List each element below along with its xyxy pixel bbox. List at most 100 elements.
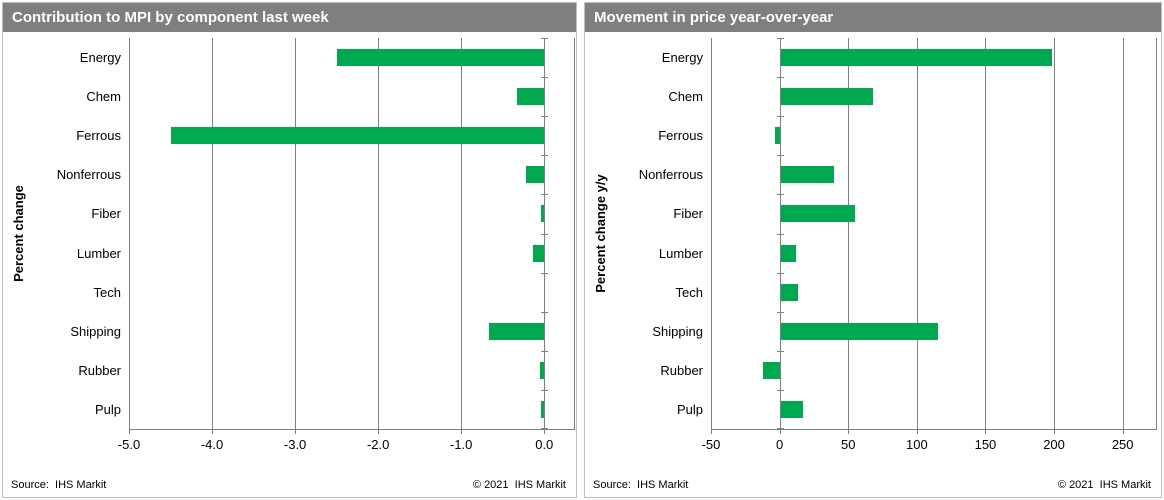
gridline: [378, 38, 379, 429]
x-tick-label: 250: [1111, 437, 1134, 452]
y-axis-title-wrap: Percent change y/y: [587, 38, 613, 429]
copyright-note: © 2021 IHS Markit: [472, 479, 566, 491]
gridline: [985, 38, 986, 429]
x-axis-line: [129, 429, 575, 430]
x-axis-tick: [917, 429, 918, 434]
chart-title-bar: Movement in price year-over-year: [585, 3, 1161, 32]
gridline: [212, 38, 213, 429]
gridline: [544, 38, 545, 429]
category-axis-tick: [541, 155, 548, 156]
x-axis-line: [711, 429, 1157, 430]
category-axis-tick: [777, 77, 784, 78]
category-axis-tick: [777, 116, 784, 117]
x-tick-label: -1.0: [450, 437, 473, 452]
bar-fiber: [540, 205, 545, 222]
chart-panel-price-movement: Movement in price year-over-year Percent…: [584, 2, 1162, 498]
bar-rubber: [763, 362, 780, 379]
x-tick-label: -3.0: [283, 437, 307, 452]
category-axis-tick: [541, 428, 548, 429]
bar-lumber: [532, 245, 545, 262]
bar-tech: [780, 284, 799, 301]
bar-chem: [516, 88, 545, 105]
category-axis-tick: [541, 38, 548, 39]
x-axis-tick: [780, 429, 781, 434]
category-axis-tick: [777, 312, 784, 313]
gridline: [1123, 38, 1124, 429]
copyright-note: © 2021 IHS Markit: [1057, 479, 1151, 491]
category-axis-tick: [777, 38, 784, 39]
source-note: Source: IHS Markit: [11, 479, 107, 491]
plot-right-border: [1156, 38, 1157, 429]
category-axis-tick: [777, 155, 784, 156]
gridline: [295, 38, 296, 429]
bar-fiber: [780, 205, 855, 222]
bar-shipping: [780, 323, 939, 340]
gridline: [711, 38, 712, 429]
bar-lumber: [780, 245, 796, 262]
category-axis-tick: [777, 351, 784, 352]
x-tick-label: -50: [701, 437, 721, 452]
x-tick-label: -4.0: [200, 437, 224, 452]
category-axis-tick: [777, 194, 784, 195]
category-axis-tick: [777, 428, 784, 429]
x-axis-tick: [711, 429, 712, 434]
category-axis-tick: [777, 273, 784, 274]
category-axis-tick: [777, 390, 784, 391]
x-tick-label: 0: [775, 437, 784, 452]
category-axis-tick: [541, 273, 548, 274]
gridline: [1054, 38, 1055, 429]
bar-energy: [336, 49, 545, 66]
category-axis-tick: [541, 234, 548, 235]
x-tick-label: -2.0: [366, 437, 390, 452]
x-axis-tick: [129, 429, 130, 434]
category-axis-tick: [541, 351, 548, 352]
chart-title: Movement in price year-over-year: [594, 9, 834, 26]
y-axis-title-wrap: Percent change: [5, 38, 31, 429]
x-tick-label: -5.0: [117, 437, 141, 452]
gridline: [780, 38, 781, 429]
bar-ferrous: [170, 127, 545, 144]
x-axis-tick: [848, 429, 849, 434]
category-axis-tick: [541, 312, 548, 313]
plot-area: [129, 38, 575, 434]
gridline: [461, 38, 462, 429]
x-axis-tick: [985, 429, 986, 434]
chart-title: Contribution to MPI by component last we…: [12, 9, 329, 26]
bar-energy: [780, 49, 1053, 66]
x-axis-tick: [1054, 429, 1055, 434]
x-tick-label: 200: [1043, 437, 1065, 452]
category-axis-tick: [777, 234, 784, 235]
category-axis-tick: [541, 390, 548, 391]
bar-shipping: [489, 323, 545, 340]
x-axis-tick: [378, 429, 379, 434]
x-tick-label: 100: [905, 437, 928, 452]
bar-rubber: [540, 362, 545, 379]
bar-nonferrous: [525, 166, 545, 183]
x-tick-label: 150: [974, 437, 997, 452]
y-axis-title: Percent change: [10, 185, 26, 282]
x-tick-label: 0.0: [535, 437, 554, 452]
bar-pulp: [780, 401, 803, 418]
x-axis-tick: [295, 429, 296, 434]
x-axis-tick: [461, 429, 462, 434]
bar-ferrous: [775, 127, 780, 144]
gridline: [129, 38, 130, 429]
x-tick-label: 50: [840, 437, 856, 452]
x-axis-tick: [544, 429, 545, 434]
x-axis-tick: [1123, 429, 1124, 434]
chart-panel-mpi-contribution: Contribution to MPI by component last we…: [2, 2, 577, 498]
x-axis-tick: [212, 429, 213, 434]
gridline: [917, 38, 918, 429]
gridline: [848, 38, 849, 429]
source-note: Source: IHS Markit: [593, 479, 689, 491]
bar-pulp: [540, 401, 545, 418]
plot-right-border: [574, 38, 575, 429]
category-axis-tick: [541, 116, 548, 117]
bar-nonferrous: [780, 166, 835, 183]
chart-title-bar: Contribution to MPI by component last we…: [3, 3, 576, 32]
y-axis-title: Percent change y/y: [592, 174, 608, 293]
category-axis-tick: [541, 77, 548, 78]
bar-chem: [780, 88, 873, 105]
plot-area: [711, 38, 1157, 434]
